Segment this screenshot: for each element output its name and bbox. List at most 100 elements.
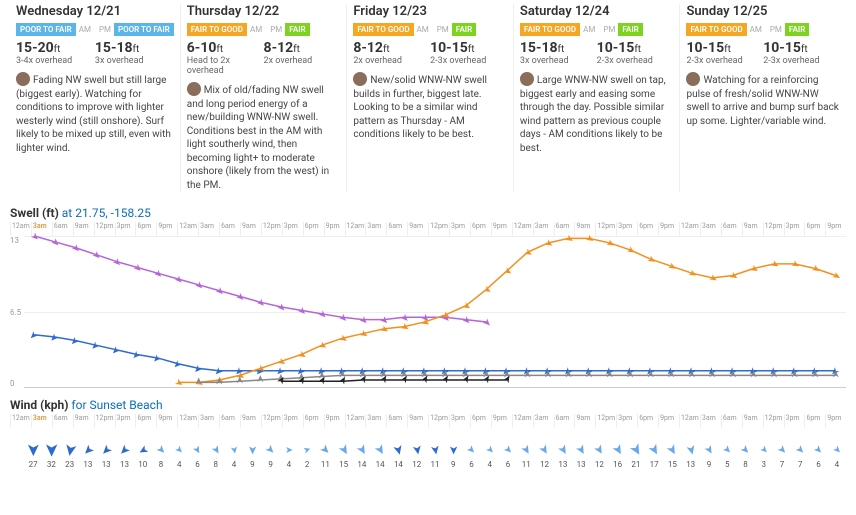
wind-cell: ➤14 — [353, 443, 371, 470]
swell-arrow-icon — [90, 342, 99, 351]
wind-cell: ➤16 — [609, 443, 627, 470]
wind-cell: ➤17 — [645, 443, 663, 470]
time-tick: 9pm — [491, 222, 512, 236]
time-tick: 3pm — [282, 414, 303, 428]
am-size: 8-12ft2x overhead — [353, 40, 430, 66]
swell-arrow-icon — [401, 314, 410, 323]
time-tick: 12am — [177, 414, 198, 428]
wind-cell: ➤11 — [426, 443, 444, 470]
wind-arrow-icon: ➤ — [283, 445, 296, 455]
wind-cell: ➤4 — [280, 443, 298, 470]
swell-arrow-icon — [296, 367, 305, 376]
wind-value: 14 — [394, 460, 403, 469]
wind-value: 13 — [577, 460, 586, 469]
wind-arrow-icon: ➤ — [700, 440, 717, 458]
pm-rating: PMPOOR TO FAIR — [96, 23, 174, 36]
time-tick: 9pm — [658, 414, 679, 428]
time-tick: 12pm — [595, 222, 616, 236]
wind-value: 15 — [668, 460, 677, 469]
day-col-1: Thursday 12/22 FAIR TO GOODAM PMFAIR 6-1… — [181, 4, 348, 192]
time-tick: 12pm — [261, 222, 282, 236]
am-rating: FAIR TO GOODAM — [686, 23, 764, 36]
wind-value: 4 — [177, 460, 182, 469]
wind-cell: ➤4 — [225, 443, 243, 470]
wind-arrow-icon: ➤ — [42, 438, 60, 462]
time-tick: 3pm — [449, 414, 470, 428]
time-tick: 12pm — [94, 414, 115, 428]
day-col-0: Wednesday 12/21 POOR TO FAIRAM PMPOOR TO… — [10, 4, 181, 192]
day-desc: Mix of old/fading NW swell and long peri… — [187, 82, 341, 192]
day-col-2: Friday 12/23 FAIR TO GOODAM PMFAIR 8-12f… — [347, 4, 514, 192]
wind-arrow-icon: ➤ — [463, 441, 480, 458]
wind-value: 13 — [686, 460, 695, 469]
time-tick: 12am — [10, 414, 31, 428]
wind-cell: ➤14 — [371, 443, 389, 470]
am-size: 10-15ft2-3x overhead — [686, 40, 763, 66]
wind-cell: ➤7 — [773, 443, 791, 470]
wind-arrow-icon: ➤ — [773, 441, 790, 458]
wind-arrow-icon: ➤ — [190, 441, 206, 458]
time-tick: 6pm — [804, 222, 825, 236]
wind-value: 9 — [268, 460, 273, 469]
wind-value: 15 — [339, 460, 348, 469]
wind-cell: ➤6 — [188, 443, 206, 470]
time-tick: 9pm — [491, 414, 512, 428]
wind-arrow-icon: ➤ — [644, 438, 665, 461]
wind-arrow-icon: ➤ — [133, 441, 152, 459]
wind-cell: ➤12 — [535, 443, 553, 470]
wind-cell: ➤8 — [736, 443, 754, 470]
wind-cell: ➤13 — [79, 443, 97, 470]
wind-value: 16 — [613, 460, 622, 469]
time-tick: 6pm — [135, 414, 156, 428]
wind-cell: ➤9 — [700, 443, 718, 470]
time-tick: 9am — [574, 222, 595, 236]
wind-value: 4 — [287, 460, 292, 469]
swell-arrow-icon — [275, 367, 284, 376]
swell-arrow-icon — [483, 318, 492, 327]
time-tick: 9pm — [324, 222, 345, 236]
wind-value: 10 — [138, 460, 147, 469]
wind-cell: ➤14 — [389, 443, 407, 470]
time-tick: 3pm — [115, 414, 136, 428]
wind-arrow-icon: ➤ — [334, 439, 354, 461]
wind-chart: 12am3am6am9am12pm3pm6pm9pm12am3am6am9am1… — [0, 414, 856, 484]
wind-value: 7 — [798, 460, 803, 469]
wind-arrow-icon: ➤ — [25, 438, 42, 460]
wind-arrow-icon: ➤ — [500, 441, 517, 458]
wind-value: 6 — [816, 460, 821, 469]
wind-value: 3 — [762, 460, 767, 469]
wind-arrow-icon: ➤ — [247, 442, 258, 457]
time-tick: 12pm — [428, 414, 449, 428]
time-tick: 3am — [700, 222, 721, 236]
time-tick: 6pm — [135, 222, 156, 236]
wind-value: 12 — [412, 460, 421, 469]
wind-arrow-icon: ➤ — [390, 440, 407, 460]
wind-value: 14 — [357, 460, 366, 469]
swell-title: Swell (ft) at 21.75, -158.25 — [0, 200, 856, 222]
wind-cell: ➤15 — [663, 443, 681, 470]
wind-arrow-icon: ➤ — [756, 442, 771, 457]
swell-arrow-icon — [214, 367, 223, 376]
day-title: Sunday 12/25 — [686, 4, 840, 19]
time-tick: 9pm — [825, 222, 846, 236]
wind-cell: ➤27 — [24, 443, 42, 470]
time-tick: 3pm — [282, 222, 303, 236]
wind-cell: ➤4 — [828, 443, 846, 470]
day-title: Wednesday 12/21 — [16, 4, 174, 19]
wind-value: 2 — [305, 460, 310, 469]
wind-value: 9 — [707, 460, 712, 469]
wind-value: 17 — [650, 460, 659, 469]
wind-cell: ➤11 — [517, 443, 535, 470]
pm-rating: PMFAIR — [767, 23, 840, 36]
wind-arrow-icon: ➤ — [792, 441, 809, 458]
wind-arrow-icon: ➤ — [736, 440, 754, 458]
wind-arrow-icon: ➤ — [228, 442, 240, 456]
wind-arrow-icon: ➤ — [60, 438, 79, 461]
swell-series-new-wnw — [178, 238, 836, 382]
wind-arrow-icon: ➤ — [300, 443, 314, 456]
time-tick: 6pm — [470, 414, 491, 428]
time-tick: 12pm — [763, 414, 784, 428]
time-tick: 3am — [365, 414, 386, 428]
time-tick: 6am — [386, 222, 407, 236]
time-tick: 12pm — [595, 414, 616, 428]
